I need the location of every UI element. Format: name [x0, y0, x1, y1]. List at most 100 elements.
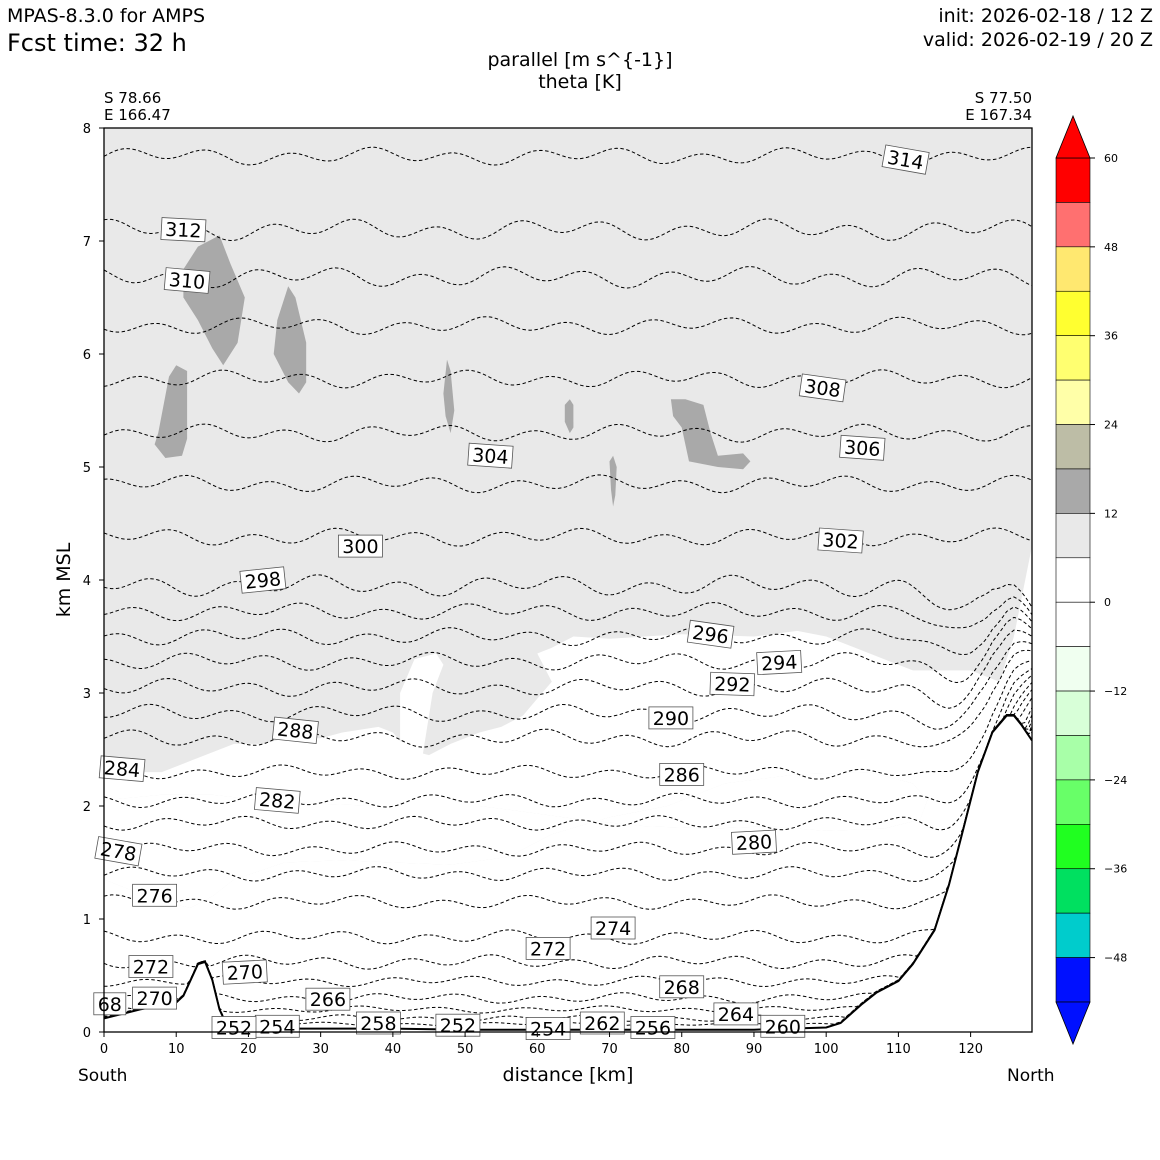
contour-label-text: 270	[226, 961, 263, 985]
contour-label-box	[756, 649, 803, 676]
contour-label-268: 268	[659, 975, 705, 999]
contour-label-280: 280	[731, 829, 777, 855]
colorbar-swatch	[1055, 513, 1091, 559]
contour-label-272: 272	[128, 955, 174, 979]
contour-label-290: 290	[648, 706, 694, 730]
contour-label-box	[881, 144, 930, 175]
x-tick-label: 60	[529, 1042, 546, 1057]
x-tick-label: 50	[457, 1042, 474, 1057]
y-tick-label: 6	[83, 348, 91, 363]
contour-label-300: 300	[337, 534, 383, 558]
theta-contour-298	[104, 596, 1032, 629]
contour-label-text: 298	[244, 568, 282, 594]
colorbar-swatch	[1055, 690, 1091, 736]
theta-contour-286	[104, 660, 1032, 780]
left-corner-lon: E 166.47	[104, 106, 171, 124]
contour-label-302: 302	[817, 527, 864, 554]
x-tick-label: 100	[814, 1042, 839, 1057]
y-tick-label: 2	[83, 800, 91, 815]
contour-label-box	[659, 975, 705, 999]
colorbar-swatch	[1055, 468, 1091, 514]
contour-label-text: 270	[136, 988, 172, 1010]
contour-label-288: 288	[271, 716, 319, 744]
contour-label-box	[160, 217, 207, 243]
wind-region-10	[670, 399, 751, 470]
contour-label-box	[305, 987, 351, 1011]
contour-label-286: 286	[659, 763, 705, 786]
colorbar-swatch	[1055, 735, 1091, 781]
contour-label-262: 262	[579, 1011, 625, 1035]
contour-label-box	[798, 373, 847, 403]
colorbar-swatch	[1055, 957, 1091, 1003]
contour-label-312: 312	[160, 217, 207, 243]
contour-label-272: 272	[525, 937, 571, 960]
wind-region-7	[443, 359, 455, 434]
x-tick-label: 20	[240, 1042, 257, 1057]
contour-label-text: 296	[691, 622, 730, 649]
colorbar-tick-label: 24	[1104, 419, 1118, 432]
contour-label-254: 254	[254, 1014, 300, 1038]
contour-label-296: 296	[686, 619, 735, 649]
south-label: South	[78, 1066, 128, 1086]
contour-label-text: 254	[259, 1016, 295, 1038]
theta-contour-310	[104, 266, 1032, 289]
contour-label-270: 270	[132, 986, 178, 1010]
contour-label-308: 308	[798, 373, 847, 403]
colorbar-swatch	[1055, 202, 1091, 248]
contour-label-box	[253, 787, 301, 814]
contour-label-text: 68	[98, 994, 122, 1016]
contour-label-266: 266	[305, 987, 351, 1011]
north-label: North	[1007, 1066, 1055, 1086]
contour-label-text: 254	[530, 1019, 566, 1041]
contour-label-text: 252	[216, 1018, 252, 1040]
y-tick-label: 5	[83, 461, 91, 476]
contour-label-box	[731, 829, 777, 855]
contour-label-box	[839, 434, 886, 461]
contour-label-text: 264	[718, 1004, 754, 1026]
contour-label-box	[132, 883, 178, 907]
theta-contour-272	[104, 714, 1032, 970]
wind-region-3	[400, 653, 444, 773]
contour-label-box	[239, 566, 287, 594]
contour-label-text: 284	[103, 757, 141, 782]
colorbar-swatch	[1055, 335, 1091, 381]
colorbar-swatch	[1055, 424, 1091, 470]
contour-label-box	[467, 442, 514, 469]
theta-contour-282	[104, 674, 1032, 831]
contour-label-264: 264	[713, 1002, 759, 1026]
contour-label-text: 282	[258, 789, 296, 814]
left-corner-lat: S 78.66	[104, 89, 162, 107]
contour-label-text: 294	[761, 652, 798, 676]
y-tick-label: 3	[83, 687, 91, 702]
y-tick-label: 1	[83, 913, 91, 928]
contour-label-text: 266	[310, 989, 346, 1011]
contour-label-284: 284	[98, 755, 146, 782]
theta-contour-308	[104, 369, 1032, 389]
contour-label-258: 258	[355, 1011, 401, 1035]
contour-label-text: 290	[653, 708, 689, 730]
theta-contour-288	[104, 649, 1032, 748]
colorbar-swatch	[1055, 157, 1091, 203]
colorbar-swatch	[1055, 868, 1091, 914]
colorbar-tick-label: −48	[1104, 952, 1127, 965]
init-time: init: 2026-02-18 / 12 Z	[938, 5, 1153, 27]
contour-label-box	[648, 706, 694, 730]
colorbar-swatch	[1055, 290, 1091, 336]
contour-label-text: 310	[168, 269, 206, 294]
contour-label-text: 260	[765, 1016, 801, 1038]
contour-label-text: 280	[735, 831, 772, 855]
contour-label-box	[128, 955, 174, 978]
contour-label-box	[271, 716, 319, 744]
x-tick-label: 90	[746, 1042, 763, 1057]
contour-label-282: 282	[253, 787, 301, 814]
contour-label-text: 268	[664, 977, 700, 999]
contour-label-260: 260	[760, 1014, 806, 1038]
contour-label-text: 302	[822, 529, 860, 553]
theta-contour-290	[104, 641, 1032, 730]
contour-label-text: 306	[843, 437, 881, 461]
colorbar-tick-label: 36	[1104, 330, 1118, 343]
wind-region-8	[564, 399, 574, 434]
contour-label-box	[221, 959, 268, 985]
contour-label-box	[337, 534, 383, 558]
contour-label-274: 274	[590, 916, 636, 940]
